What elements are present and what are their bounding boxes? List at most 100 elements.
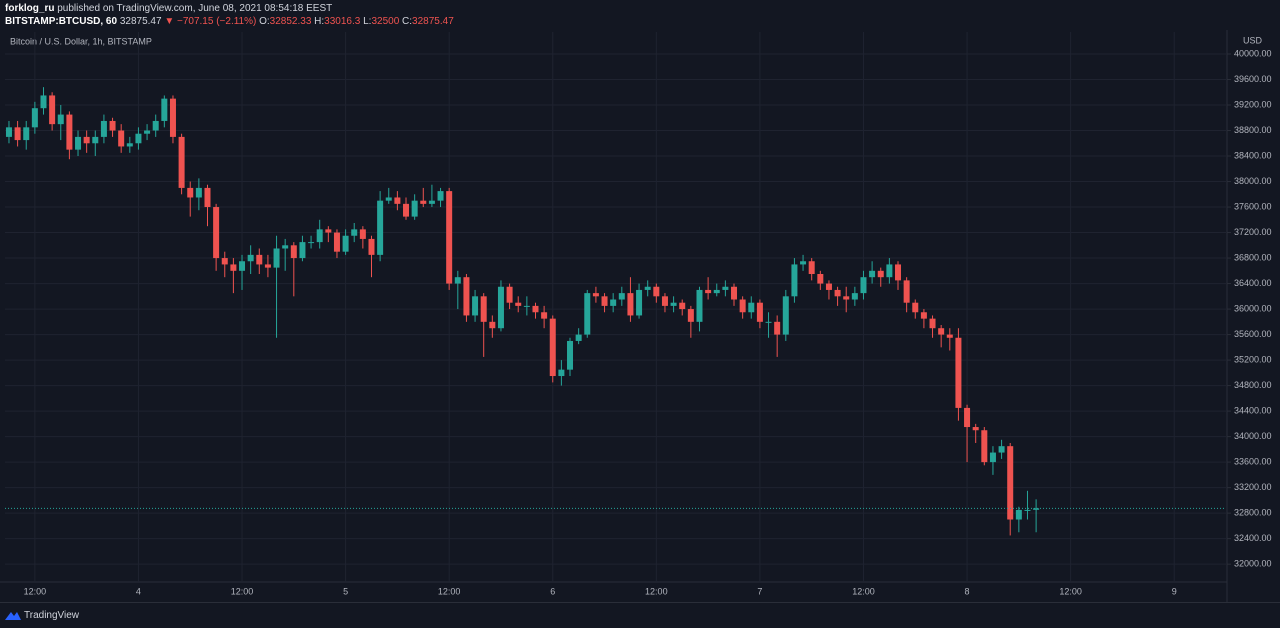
candle-body xyxy=(92,136,99,144)
candle-body xyxy=(748,302,755,313)
candle-body xyxy=(316,229,323,243)
y-tick-label: 39600.00 xyxy=(1234,74,1272,84)
candle-body xyxy=(359,229,366,239)
candle-body xyxy=(230,264,237,271)
candle-body xyxy=(903,280,910,303)
candle-body xyxy=(644,286,651,290)
candle-body xyxy=(679,302,686,310)
y-tick-label: 34000.00 xyxy=(1234,431,1272,441)
quote-row: BITSTAMP:BTCUSD, 60 32875.47 ▼ −707.15 (… xyxy=(5,15,1280,28)
candle-body xyxy=(912,302,919,313)
candle-body xyxy=(696,289,703,322)
candle-body xyxy=(213,207,220,259)
candle-body xyxy=(463,277,470,316)
candle-body xyxy=(100,120,107,137)
change: ▼ −707.15 (−2.11%) xyxy=(164,16,257,27)
last-price: 32875.47 xyxy=(119,16,162,27)
high-value: 33016.3 xyxy=(324,16,361,27)
candle-body xyxy=(109,120,116,131)
candle-body xyxy=(290,245,297,259)
candle-body xyxy=(264,264,271,268)
candle-body xyxy=(23,127,30,141)
y-tick-label: 33600.00 xyxy=(1234,456,1272,466)
candle-body xyxy=(446,191,453,284)
candle-body xyxy=(1007,446,1014,520)
candle-body xyxy=(506,286,513,303)
y-tick-label: 32000.00 xyxy=(1234,559,1272,569)
candle-body xyxy=(489,321,496,329)
candle-body xyxy=(610,299,617,306)
candle-body xyxy=(946,334,953,338)
candle-body xyxy=(118,130,125,147)
candle-body xyxy=(57,114,64,125)
candle-body xyxy=(187,187,194,198)
header: forklog_ru published on TradingView.com,… xyxy=(0,0,1280,30)
low-value: 32500 xyxy=(371,16,400,27)
candle-body xyxy=(808,261,815,274)
candle-body xyxy=(739,299,746,313)
candle-body xyxy=(144,130,151,134)
chart-title: Bitcoin / U.S. Dollar, 1h, BITSTAMP xyxy=(10,36,152,46)
x-tick-label: 12:00 xyxy=(852,586,875,596)
candle-body xyxy=(920,312,927,319)
candle-body xyxy=(955,337,962,408)
candle-body xyxy=(204,187,211,208)
candle-body xyxy=(75,136,82,150)
candle-body xyxy=(972,427,979,431)
candle-body xyxy=(31,108,38,128)
brand: TradingView xyxy=(24,610,80,621)
candle-body xyxy=(549,318,556,377)
candle-body xyxy=(567,340,574,370)
candle-body xyxy=(515,302,522,306)
candle-body xyxy=(342,235,349,252)
candle-body xyxy=(385,197,392,201)
candle-body xyxy=(877,270,884,278)
candle-body xyxy=(895,264,902,281)
candle-body xyxy=(670,302,677,306)
y-tick-label: 34800.00 xyxy=(1234,380,1272,390)
candle-body xyxy=(394,197,401,204)
y-tick-label: 36000.00 xyxy=(1234,303,1272,313)
candle-body xyxy=(195,187,202,198)
y-tick-label: 35200.00 xyxy=(1234,354,1272,364)
y-tick-label: 36400.00 xyxy=(1234,278,1272,288)
x-tick-label: 7 xyxy=(757,586,762,596)
y-tick-label: 32800.00 xyxy=(1234,508,1272,518)
x-tick-label: 9 xyxy=(1172,586,1177,596)
candle-body xyxy=(40,95,47,109)
candle-body xyxy=(731,286,738,300)
y-tick-label: 38000.00 xyxy=(1234,176,1272,186)
candle-body xyxy=(325,229,332,233)
y-tick-label: 36800.00 xyxy=(1234,252,1272,262)
y-tick-label: 38400.00 xyxy=(1234,150,1272,160)
candle-body xyxy=(661,296,668,306)
candle-body xyxy=(791,264,798,297)
candle-body xyxy=(800,261,807,265)
candle-body xyxy=(1015,509,1022,520)
high-label: H: xyxy=(314,16,325,27)
candle-body xyxy=(299,242,306,259)
candle-body xyxy=(817,274,824,284)
candle-body xyxy=(411,200,418,217)
chart-background xyxy=(0,30,1280,602)
x-tick-label: 12:00 xyxy=(1059,586,1082,596)
candle-body xyxy=(592,293,599,297)
candle-body xyxy=(437,191,444,201)
candle-body xyxy=(169,98,176,137)
candle-body xyxy=(161,98,168,121)
candle-body xyxy=(687,309,694,322)
candle-body xyxy=(282,245,289,249)
candle-body xyxy=(49,95,56,125)
candle-body xyxy=(722,286,729,290)
candle-body xyxy=(869,270,876,278)
open-value: 32852.33 xyxy=(269,16,312,27)
y-tick-label: 38800.00 xyxy=(1234,125,1272,135)
candle-body xyxy=(851,293,858,300)
candle-body xyxy=(135,133,142,144)
candle-body xyxy=(368,238,375,255)
candle-body xyxy=(239,261,246,271)
candle-body xyxy=(247,254,254,262)
chart: Bitcoin / U.S. Dollar, 1h, BITSTAMP USD … xyxy=(0,30,1280,602)
candle-body xyxy=(765,321,772,323)
candle-body xyxy=(1033,508,1040,510)
